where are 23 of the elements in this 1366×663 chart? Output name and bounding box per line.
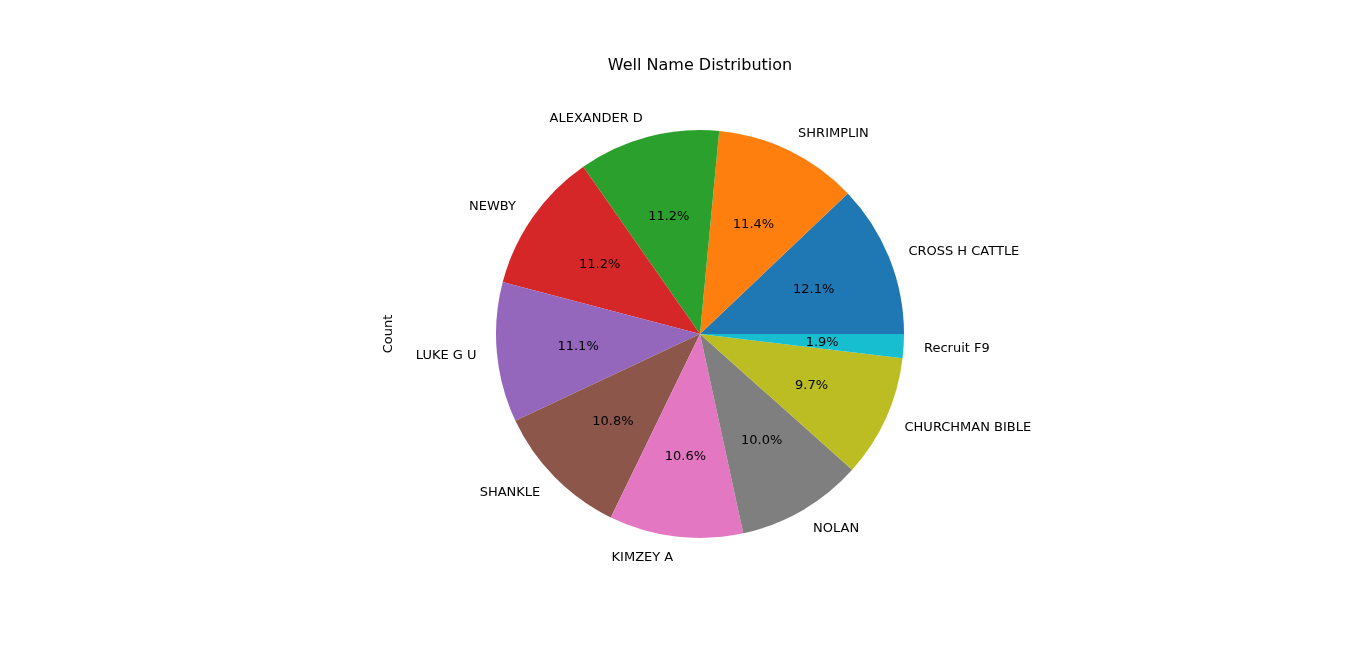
- data-label: 11.2%: [578, 256, 621, 272]
- slice-label: CROSS H CATTLE: [908, 243, 1020, 259]
- pie-slice: [700, 193, 904, 334]
- chart-title: Well Name Distribution: [607, 55, 793, 74]
- slice-label: KIMZEY A: [611, 549, 674, 565]
- data-label: 11.1%: [557, 337, 599, 353]
- data-label: 12.1%: [793, 281, 835, 297]
- slice-label: NEWBY: [469, 198, 517, 214]
- slice-label: NOLAN: [813, 520, 860, 536]
- data-label: 1.9%: [805, 333, 839, 349]
- data-label: 11.4%: [732, 216, 775, 232]
- data-label: 10.8%: [592, 412, 634, 428]
- slice-label: CHURCHMAN BIBLE: [904, 418, 1032, 434]
- data-label: 11.2%: [648, 208, 690, 224]
- slice-label: ALEXANDER D: [549, 109, 643, 125]
- data-label: 10.6%: [664, 448, 707, 464]
- slice-label: LUKE G U: [415, 346, 477, 362]
- text: Count: [380, 314, 395, 354]
- data-label: 9.7%: [795, 376, 829, 392]
- slice-label: Recruit F9: [924, 339, 990, 355]
- slice-label: SHANKLE: [479, 484, 541, 500]
- slice-label: SHRIMPLIN: [798, 124, 869, 140]
- data-label: 10.0%: [740, 432, 783, 448]
